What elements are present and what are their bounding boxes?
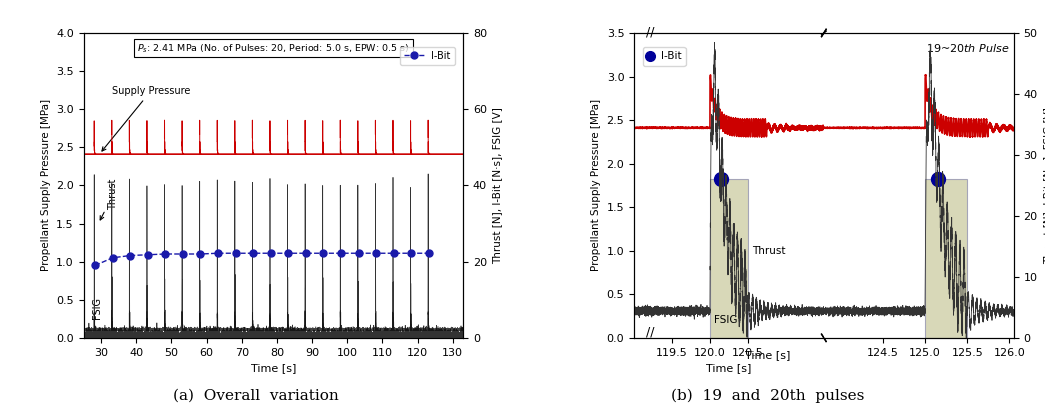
I-Bit [212,251,225,256]
I-Bit [264,251,277,256]
Text: $P_s$: 2.41 MPa (No. of Pulses: 20, Period: 5.0 s, EPW: 0.5 s): $P_s$: 2.41 MPa (No. of Pulses: 20, Peri… [137,42,410,55]
I-Bit [124,253,137,258]
Text: Time [s]: Time [s] [745,351,791,360]
I-Bit [352,251,365,256]
Text: Thrust: Thrust [100,179,118,220]
Legend: I-Bit: I-Bit [643,47,686,66]
X-axis label: Time [s]: Time [s] [706,363,751,373]
Text: //: // [646,326,654,339]
Legend: I-Bit: I-Bit [400,47,455,65]
Text: FSIG: FSIG [92,297,102,319]
Text: (a)  Overall  variation: (a) Overall variation [173,389,339,403]
I-Bit [300,251,312,256]
FancyBboxPatch shape [710,179,748,338]
I-Bit [159,251,171,256]
I-Bit [282,251,295,256]
I-Bit [334,251,347,256]
Text: $\it{19}$~$\it{20th\ Pulse}$: $\it{19}$~$\it{20th\ Pulse}$ [926,42,1009,54]
Y-axis label: Propellant Supply Pressure [MPa]: Propellant Supply Pressure [MPa] [41,99,50,272]
Line: I-Bit: I-Bit [92,250,433,269]
I-Bit [177,251,189,256]
Text: (b)  19  and  20th  pulses: (b) 19 and 20th pulses [671,388,865,403]
I-Bit [370,251,382,256]
I-Bit [89,263,101,268]
Y-axis label: Thrust [N], I-Bit [N·s], FSIG [V]: Thrust [N], I-Bit [N·s], FSIG [V] [492,107,503,264]
I-Bit [229,251,241,256]
Text: Supply Pressure: Supply Pressure [102,86,190,151]
I-Bit [422,251,435,256]
Text: FSIG: FSIG [714,315,738,325]
Y-axis label: Thrust [N], I-Bit [N·s], FSIG [V]: Thrust [N], I-Bit [N·s], FSIG [V] [1043,107,1045,264]
I-Bit [194,251,207,256]
I-Bit [247,251,259,256]
Text: Thrust: Thrust [751,246,785,256]
I-Bit [405,251,418,256]
Y-axis label: Propellant Supply Pressure [MPa]: Propellant Supply Pressure [MPa] [591,99,601,272]
X-axis label: Time [s]: Time [s] [251,363,296,373]
Text: //: // [646,25,654,38]
I-Bit [388,251,400,256]
I-Bit [141,252,154,257]
Text: $P_s$: $P_s$ [976,121,989,135]
I-Bit [318,251,330,256]
I-Bit [107,255,119,260]
FancyBboxPatch shape [925,179,968,338]
